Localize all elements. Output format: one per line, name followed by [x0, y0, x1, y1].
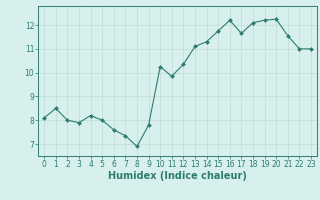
X-axis label: Humidex (Indice chaleur): Humidex (Indice chaleur) [108, 171, 247, 181]
